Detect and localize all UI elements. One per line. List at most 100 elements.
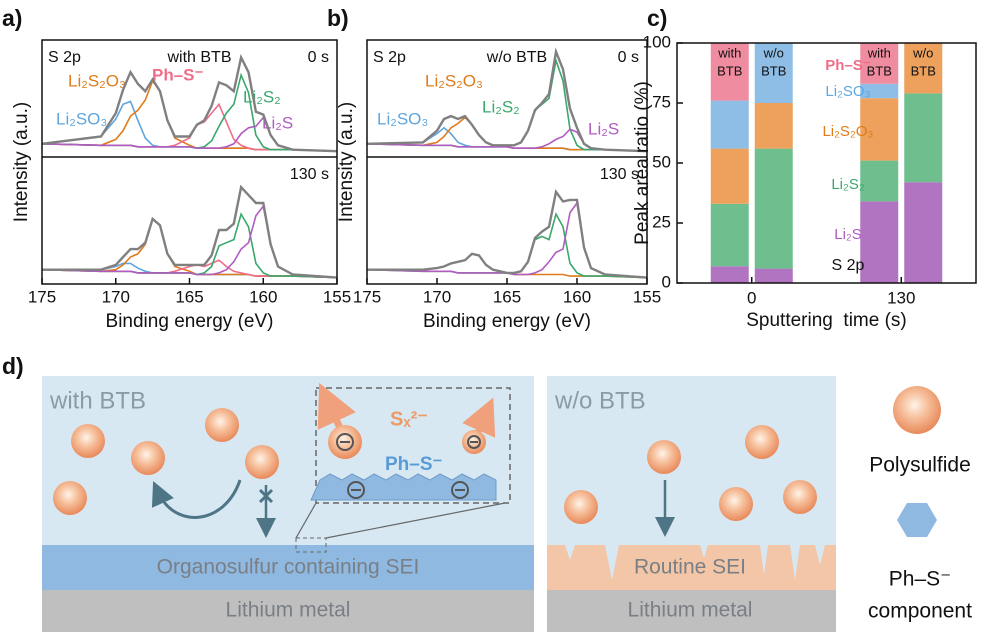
inset: Sₓ²⁻ Ph–S⁻ xyxy=(310,382,511,504)
y-tick-label: 0 xyxy=(662,272,671,291)
x-tick-label: 0 xyxy=(747,288,756,307)
bar-segment xyxy=(754,268,793,283)
legend-component-icon xyxy=(897,503,937,537)
bar-label: w/o xyxy=(912,45,933,60)
bar-segment xyxy=(860,160,899,202)
spectrum-line xyxy=(41,115,338,152)
sei-label: Routine SEI xyxy=(634,556,746,579)
spectrum-line xyxy=(366,128,648,152)
block-cross xyxy=(258,488,274,504)
annotation: S 2p xyxy=(48,49,81,66)
component-label: Ph–S⁻ xyxy=(152,65,204,84)
bar-label: with xyxy=(717,45,741,60)
bar-segment xyxy=(710,203,749,267)
component-label: Li₂S xyxy=(588,119,619,138)
bar-label: BTB xyxy=(761,63,786,78)
y-axis-label: Intensity (a.u.) xyxy=(336,102,357,222)
y-tick-label: 50 xyxy=(652,152,671,171)
y-tick-label: 75 xyxy=(652,92,671,111)
plot-frame xyxy=(366,39,648,285)
bar-segment xyxy=(754,43,793,103)
bar-label: w/o xyxy=(763,45,784,60)
panel-label: a) xyxy=(2,5,22,31)
annotation: 0 s xyxy=(618,49,639,66)
panel-label: c) xyxy=(647,5,667,31)
bar-segment xyxy=(860,83,899,99)
x-tick-label: 170 xyxy=(423,287,451,306)
bar-segment xyxy=(904,43,943,94)
x-tick-label: 165 xyxy=(493,287,521,306)
bar-segment xyxy=(860,201,899,283)
bar-segment xyxy=(710,148,749,204)
bar-label: BTB xyxy=(867,63,892,78)
x-tick-label: 175 xyxy=(28,287,56,306)
annotation: w/o BTB xyxy=(486,49,547,66)
legend-polysulfide-icon xyxy=(893,386,941,434)
component-label: Li₂S₂O₃ xyxy=(425,71,483,90)
component-label: Li₂S₂O₃ xyxy=(822,123,873,140)
component-label: Li₂S₂ xyxy=(482,97,520,116)
zoom-line xyxy=(295,502,317,539)
right-title: w/o BTB xyxy=(554,387,646,414)
lithium-layer xyxy=(42,590,534,632)
component-label: Li₂S₂O₃ xyxy=(68,71,126,90)
spectrum-line xyxy=(366,47,648,153)
component-label: Li₂S₂ xyxy=(243,87,281,106)
y-axis-label: Peak area ratio (%) xyxy=(632,81,653,245)
spectrum-line xyxy=(366,211,648,279)
legend-component: component xyxy=(868,600,972,623)
x-tick-label: 160 xyxy=(249,287,277,306)
y-tick-label: 25 xyxy=(652,212,671,231)
component-label: Ph–S⁻ xyxy=(825,57,871,74)
x-tick-label: 155 xyxy=(323,287,351,306)
y-tick-label: 100 xyxy=(643,32,671,51)
x-tick-label: 155 xyxy=(633,287,661,306)
component-label: Li₂S xyxy=(834,226,862,243)
x-axis-label: Binding energy (eV) xyxy=(106,311,274,332)
annotation: 130 s xyxy=(290,166,329,183)
y-axis-label: Intensity (a.u.) xyxy=(11,102,32,222)
metal-label: Lithium metal xyxy=(226,599,351,622)
panel-label: b) xyxy=(327,5,349,31)
legend-polysulfide: Polysulfide xyxy=(869,454,971,477)
component-label: Li₂SO₃ xyxy=(825,83,870,100)
spectrum-line xyxy=(42,184,338,279)
bar-label: BTB xyxy=(911,63,936,78)
spectrum-line xyxy=(41,204,338,279)
legend-component: Ph–S⁻ xyxy=(889,568,951,591)
left-title: with BTB xyxy=(49,387,146,414)
spectrum-line xyxy=(367,189,648,279)
x-tick-label: 130 xyxy=(887,288,915,307)
panel-label: d) xyxy=(2,353,24,379)
component-label: Li₂S xyxy=(262,113,293,132)
x-axis-label: Binding energy (eV) xyxy=(423,311,591,332)
metal-label: Lithium metal xyxy=(628,599,753,622)
bar-segment xyxy=(710,100,749,149)
inset-ion: Sₓ²⁻ xyxy=(390,408,428,430)
annotation: S 2p xyxy=(832,257,865,274)
annotation: 130 s xyxy=(600,166,639,183)
zoom-box xyxy=(295,537,327,553)
annotation: S 2p xyxy=(373,49,406,66)
annotation: 0 s xyxy=(308,49,329,66)
routine-sei xyxy=(547,545,836,590)
sei-layer xyxy=(42,545,534,590)
inset-anion: Ph–S⁻ xyxy=(385,454,443,475)
polysulfides-left xyxy=(53,408,279,515)
lithium-layer xyxy=(547,590,836,632)
component-label: Li₂SO₃ xyxy=(377,109,428,128)
bar-segment xyxy=(860,43,899,84)
x-tick-label: 175 xyxy=(353,287,381,306)
x-axis-label: Sputtering time (s) xyxy=(746,310,907,331)
component-label: Li₂S₂ xyxy=(831,176,865,193)
bar-label: with xyxy=(867,45,891,60)
bar-segment xyxy=(754,148,793,269)
annotation: with BTB xyxy=(166,49,231,66)
x-tick-label: 160 xyxy=(563,287,591,306)
bar-segment xyxy=(754,103,793,149)
bar-segment xyxy=(904,182,943,283)
spectrum-line xyxy=(41,53,338,153)
bar-segment xyxy=(710,43,749,101)
bar-segment xyxy=(710,266,749,283)
